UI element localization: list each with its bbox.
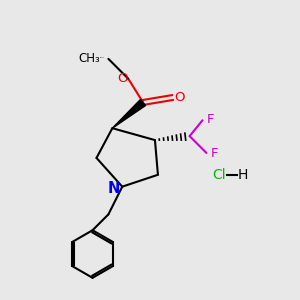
Text: O: O: [175, 91, 185, 104]
Text: F: F: [211, 148, 218, 160]
Text: N: N: [107, 181, 119, 196]
Text: O: O: [117, 72, 128, 85]
Text: H: H: [238, 168, 248, 182]
Text: methyl: methyl: [100, 57, 105, 59]
Text: CH₃: CH₃: [79, 52, 101, 65]
Text: Cl: Cl: [212, 168, 226, 182]
Polygon shape: [112, 99, 146, 128]
Text: F: F: [207, 113, 214, 126]
